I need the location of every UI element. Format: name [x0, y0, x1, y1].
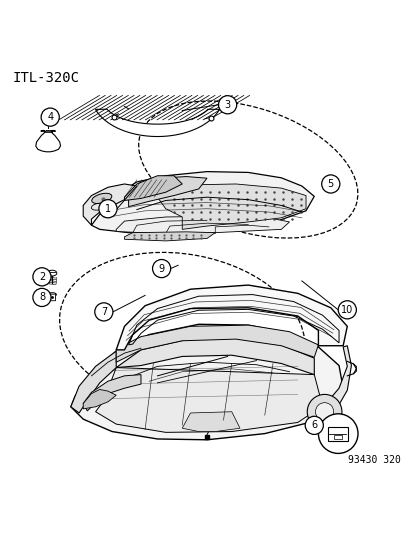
- Ellipse shape: [47, 270, 57, 276]
- Text: 1: 1: [104, 204, 111, 214]
- Text: 8: 8: [39, 293, 45, 302]
- Polygon shape: [309, 346, 351, 426]
- Text: 6: 6: [311, 421, 317, 430]
- Polygon shape: [83, 184, 137, 225]
- Ellipse shape: [92, 193, 112, 204]
- Text: 3: 3: [224, 100, 230, 110]
- Circle shape: [315, 402, 333, 421]
- Polygon shape: [116, 337, 313, 375]
- Polygon shape: [91, 172, 313, 233]
- Text: 7: 7: [100, 307, 107, 317]
- Ellipse shape: [48, 293, 56, 296]
- Polygon shape: [95, 109, 219, 136]
- Polygon shape: [36, 131, 60, 152]
- FancyBboxPatch shape: [49, 294, 55, 301]
- Polygon shape: [95, 368, 322, 432]
- Polygon shape: [116, 325, 318, 362]
- Circle shape: [152, 260, 170, 278]
- Circle shape: [304, 416, 323, 434]
- Circle shape: [41, 108, 59, 126]
- Polygon shape: [124, 232, 215, 241]
- Polygon shape: [83, 390, 116, 409]
- Text: 93430 320: 93430 320: [347, 455, 400, 465]
- Circle shape: [318, 414, 357, 454]
- Polygon shape: [116, 216, 289, 233]
- Polygon shape: [116, 285, 347, 350]
- FancyBboxPatch shape: [327, 426, 347, 441]
- Circle shape: [33, 268, 51, 286]
- Text: 4: 4: [47, 112, 53, 122]
- Circle shape: [99, 200, 117, 218]
- Circle shape: [218, 96, 236, 114]
- Polygon shape: [157, 184, 305, 229]
- Text: 10: 10: [340, 305, 353, 315]
- Polygon shape: [128, 176, 206, 207]
- Circle shape: [337, 301, 356, 319]
- Polygon shape: [124, 176, 182, 200]
- Polygon shape: [71, 324, 342, 440]
- Circle shape: [306, 394, 341, 429]
- Text: 5: 5: [327, 179, 333, 189]
- Polygon shape: [182, 411, 240, 432]
- Circle shape: [33, 288, 51, 306]
- Circle shape: [95, 303, 113, 321]
- Text: ITL-320C: ITL-320C: [13, 70, 80, 85]
- Polygon shape: [71, 351, 116, 413]
- Text: 2: 2: [39, 272, 45, 282]
- Text: 9: 9: [158, 263, 164, 273]
- Circle shape: [321, 175, 339, 193]
- Polygon shape: [83, 375, 141, 411]
